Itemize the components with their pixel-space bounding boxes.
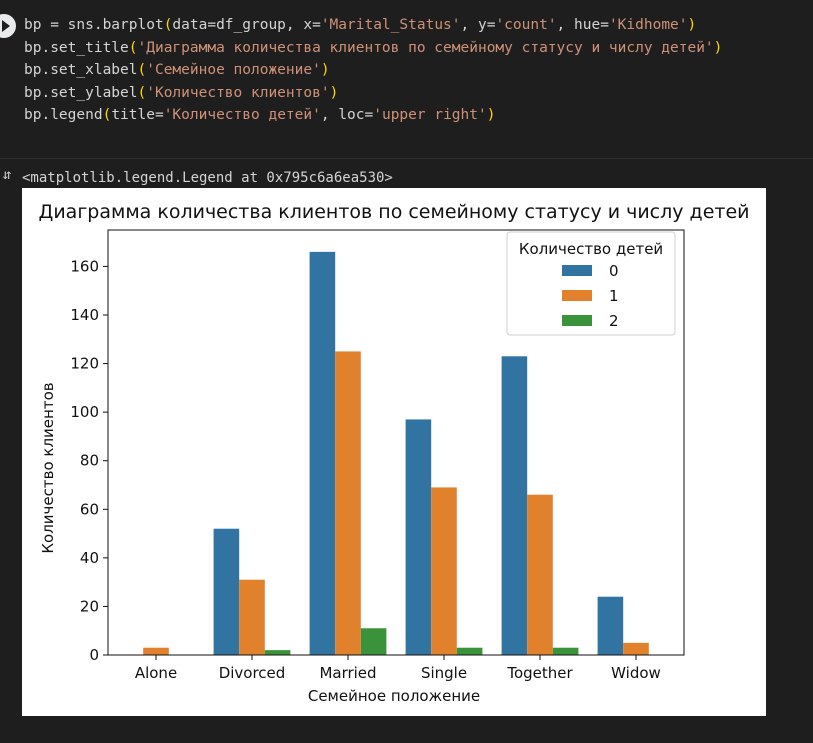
bar-married-1 — [335, 351, 361, 655]
code-token: ( — [137, 62, 147, 78]
y-tick-label: 40 — [80, 549, 99, 567]
x-tick-label: Widow — [611, 664, 661, 682]
output-toggle-icon[interactable]: ⇵ — [2, 167, 12, 183]
bar-together-1 — [527, 494, 553, 655]
y-axis-label: Количество клиентов — [39, 382, 57, 553]
x-tick-label: Divorced — [219, 664, 286, 682]
bar-married-2 — [360, 628, 387, 655]
code-token: ( — [102, 107, 112, 123]
chart-legend: Количество детей 0 1 2 — [506, 231, 676, 336]
code-token: bp.set_title — [24, 39, 129, 56]
bar-together-2 — [552, 647, 579, 655]
legend-frame — [506, 231, 676, 336]
plot-frame — [107, 229, 685, 656]
code-token: , loc= — [320, 107, 374, 123]
code-token: title= — [111, 107, 164, 123]
code-token: , hue= — [556, 17, 609, 33]
code-string-token: 'count' — [495, 17, 557, 33]
legend-label-2: 2 — [609, 312, 619, 330]
y-tick-label: 160 — [70, 257, 99, 275]
bar-married-0 — [309, 251, 336, 655]
code-editor[interactable]: bp = sns.barplot(data=df_group, x='Marit… — [16, 4, 742, 156]
code-string-token: 'Семейное положение' — [146, 62, 321, 78]
y-tick-label: 80 — [80, 452, 99, 470]
bar-widow-0 — [597, 596, 624, 655]
code-token: ) — [687, 17, 697, 33]
output-text: <matplotlib.legend.Legend at 0x795c6a6ea… — [22, 170, 393, 186]
x-tick-label: Together — [506, 664, 573, 682]
code-token: ) — [320, 62, 330, 78]
code-token: bp.legend — [24, 107, 103, 123]
bar-divorced-2 — [264, 650, 291, 655]
code-line[interactable]: bp.legend(title='Количество детей', loc=… — [24, 104, 495, 126]
code-line[interactable]: bp.set_title('Диаграмма количества клиен… — [24, 37, 722, 59]
bar-chart: Диаграмма количества клиентов по семейно… — [38, 201, 749, 705]
code-string-token: 'Количество клиентов' — [146, 84, 330, 101]
legend-swatch-0 — [562, 265, 592, 276]
code-cell[interactable]: bp = sns.barplot(data=df_group, x='Marit… — [0, 0, 813, 158]
cell-divider — [0, 158, 813, 159]
code-token: ( — [163, 17, 173, 33]
code-token: ) — [486, 107, 496, 123]
x-tick-label: Single — [421, 664, 467, 682]
bar-single-1 — [431, 487, 457, 655]
legend-swatch-1 — [562, 290, 592, 301]
code-token: bp.set_ylabel — [24, 84, 138, 101]
y-tick-label: 140 — [70, 306, 99, 324]
code-string-token: 'Количество детей' — [163, 107, 321, 123]
code-token: ( — [137, 84, 147, 101]
code-token: data=df_group, x= — [172, 17, 321, 33]
x-axis-label: Семейное положение — [308, 687, 480, 705]
x-tick-label: Alone — [135, 664, 177, 682]
bar-divorced-0 — [213, 528, 240, 655]
code-token: bp = sns.barplot — [24, 17, 164, 33]
code-token: ) — [329, 84, 339, 101]
code-line[interactable]: bp = sns.barplot(data=df_group, x='Marit… — [24, 14, 696, 36]
y-tick-label: 0 — [89, 646, 99, 664]
x-tick-label: Married — [319, 664, 376, 682]
play-icon[interactable] — [0, 14, 16, 38]
bar-single-2 — [456, 647, 483, 655]
bar-widow-1 — [623, 642, 649, 655]
code-token: ( — [128, 39, 138, 56]
bar-single-0 — [405, 419, 432, 655]
bar-divorced-1 — [239, 579, 265, 655]
code-string-token: 'Kidhome' — [608, 17, 688, 33]
y-tick-label: 60 — [80, 500, 99, 518]
code-string-token: 'Диаграмма количества клиентов по семейн… — [137, 39, 714, 56]
chart-figure: Диаграмма количества клиентов по семейно… — [22, 188, 766, 716]
code-token: bp.set_xlabel — [24, 62, 138, 78]
y-tick-label: 20 — [80, 597, 99, 615]
code-line[interactable]: bp.set_xlabel('Семейное положение') — [24, 59, 330, 81]
code-token: , y= — [460, 17, 496, 33]
code-token: ) — [713, 39, 723, 56]
output-footer — [0, 716, 813, 743]
code-string-token: 'Marital_Status' — [320, 17, 461, 33]
legend-label-0: 0 — [609, 262, 619, 280]
y-tick-label: 120 — [70, 355, 99, 373]
legend-swatch-2 — [562, 315, 592, 326]
bar-together-0 — [501, 356, 528, 655]
chart-title: Диаграмма количества клиентов по семейно… — [38, 201, 749, 223]
legend-label-1: 1 — [609, 287, 619, 305]
code-cell-margin — [741, 4, 813, 156]
legend-title: Количество детей — [519, 240, 663, 258]
code-string-token: 'upper right' — [373, 107, 487, 123]
bar-alone-1 — [143, 647, 169, 655]
y-tick-label: 100 — [70, 403, 99, 421]
code-line[interactable]: bp.set_ylabel('Количество клиентов') — [24, 82, 338, 104]
